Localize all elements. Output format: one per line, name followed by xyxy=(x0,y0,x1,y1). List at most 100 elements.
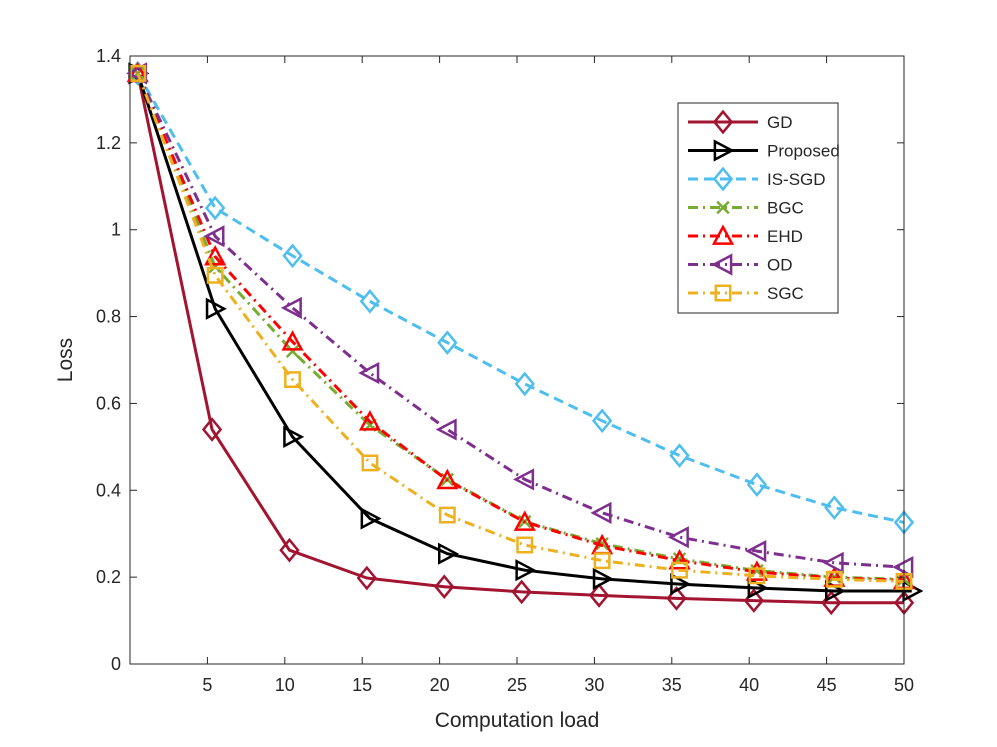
data-point-ehd xyxy=(513,510,536,531)
x-tick-label: 35 xyxy=(662,675,682,695)
legend-label: EHD xyxy=(767,227,803,246)
legend-entry-is-sgd: IS-SGD xyxy=(688,166,826,192)
data-point-proposed xyxy=(437,542,460,565)
series-line-proposed xyxy=(136,72,912,593)
legend-marker xyxy=(712,166,734,192)
data-point-is-sgd xyxy=(746,472,768,497)
data-point-sgc xyxy=(129,64,147,82)
series-sgc xyxy=(129,64,913,590)
legend-label: OD xyxy=(767,256,793,275)
data-point-sgc xyxy=(748,567,766,585)
x-tick-label: 15 xyxy=(352,675,372,695)
series-line-ehd xyxy=(136,72,905,582)
data-point-proposed xyxy=(283,425,305,448)
y-tick-label: 0.6 xyxy=(96,393,121,413)
x-tick-label: 40 xyxy=(739,675,759,695)
series-line-od xyxy=(136,72,905,569)
data-point-od xyxy=(203,225,225,248)
legend-label: IS-SGD xyxy=(767,170,826,189)
y-axis-label: Loss xyxy=(54,338,77,382)
data-point-sgc xyxy=(361,454,379,472)
data-point-is-sgd xyxy=(669,443,690,468)
data-point-is-sgd xyxy=(437,330,458,355)
data-point-gd xyxy=(434,574,455,600)
legend-entry-ehd: EHD xyxy=(688,224,803,246)
series-od xyxy=(126,62,914,579)
legend-entry-sgc: SGC xyxy=(688,284,804,303)
data-point-ehd xyxy=(745,560,769,581)
data-point-gd xyxy=(356,565,378,591)
data-point-is-sgd xyxy=(514,371,535,397)
series-proposed xyxy=(128,62,924,603)
legend-label: GD xyxy=(767,113,793,132)
data-point-sgc xyxy=(825,570,843,588)
x-tick-label: 50 xyxy=(894,675,914,695)
y-tick-label: 1.4 xyxy=(96,46,121,66)
series-line-is-sgd xyxy=(136,72,905,524)
data-point-gd xyxy=(666,586,687,611)
x-tick-label: 25 xyxy=(507,675,527,695)
series-layer xyxy=(126,61,924,616)
data-point-sgc xyxy=(671,561,688,579)
data-point-ehd xyxy=(204,245,227,266)
y-tick-label: 0.4 xyxy=(96,480,121,500)
data-point-od xyxy=(435,418,457,441)
legend-entry-bgc: BGC xyxy=(688,199,804,218)
legend-marker xyxy=(712,109,734,135)
data-point-ehd xyxy=(668,549,691,570)
x-tick-label: 10 xyxy=(275,675,295,695)
y-tick-label: 0.8 xyxy=(96,307,121,327)
legend: GD Proposed IS-SGD BGC EHD OD SGC xyxy=(677,102,840,314)
legend-label: BGC xyxy=(767,199,804,218)
data-point-sgc xyxy=(593,552,611,570)
data-point-proposed xyxy=(592,567,614,590)
legend-marker xyxy=(714,284,732,302)
data-point-proposed xyxy=(205,297,227,320)
data-point-od xyxy=(280,296,302,319)
data-point-sgc xyxy=(206,266,224,284)
legend-marker xyxy=(711,253,733,276)
legend-label: Proposed xyxy=(767,142,840,161)
series-line-sgc xyxy=(136,72,905,583)
data-point-od xyxy=(358,361,380,385)
data-point-sgc xyxy=(516,536,534,554)
data-point-is-sgd xyxy=(359,289,381,314)
data-point-od xyxy=(822,551,844,574)
legend-entry-gd: GD xyxy=(688,109,793,135)
y-tick-label: 0.2 xyxy=(96,567,121,587)
ticks-layer: 5 10 15 20 25 30 35 40 45 50 0 0.2 0.4 0.6 0.8 1 1.2 1.4 xyxy=(96,46,914,695)
data-point-gd xyxy=(511,579,532,605)
legend-label: SGC xyxy=(767,284,804,303)
data-point-ehd xyxy=(436,468,459,490)
data-point-sgc xyxy=(284,371,301,388)
data-point-od xyxy=(745,540,767,563)
data-point-proposed xyxy=(670,573,692,596)
x-axis-label: Computation load xyxy=(435,709,600,732)
data-point-is-sgd xyxy=(127,61,148,86)
data-point-proposed xyxy=(515,559,537,582)
data-point-is-sgd xyxy=(824,495,845,520)
data-point-sgc xyxy=(895,573,913,590)
data-point-is-sgd xyxy=(204,195,226,221)
x-tick-label: 20 xyxy=(430,675,450,695)
series-line-gd xyxy=(136,73,904,605)
data-point-od xyxy=(667,526,689,549)
legend-entry-proposed: Proposed xyxy=(688,139,840,162)
data-point-gd xyxy=(279,537,300,563)
y-tick-label: 1.2 xyxy=(96,133,121,153)
y-tick-label: 1 xyxy=(111,220,121,240)
data-point-bgc xyxy=(595,536,609,551)
legend-marker xyxy=(711,224,735,245)
legend-entry-od: OD xyxy=(688,253,793,276)
data-point-ehd xyxy=(358,410,382,431)
x-tick-label: 5 xyxy=(202,675,212,695)
data-point-is-sgd xyxy=(282,243,303,269)
data-point-is-sgd xyxy=(591,408,613,434)
data-point-gd xyxy=(588,583,610,608)
data-point-bgc xyxy=(285,344,300,359)
data-point-od xyxy=(590,501,612,524)
x-tick-label: 45 xyxy=(817,675,837,695)
data-point-od xyxy=(513,468,535,491)
data-point-proposed xyxy=(360,507,382,530)
